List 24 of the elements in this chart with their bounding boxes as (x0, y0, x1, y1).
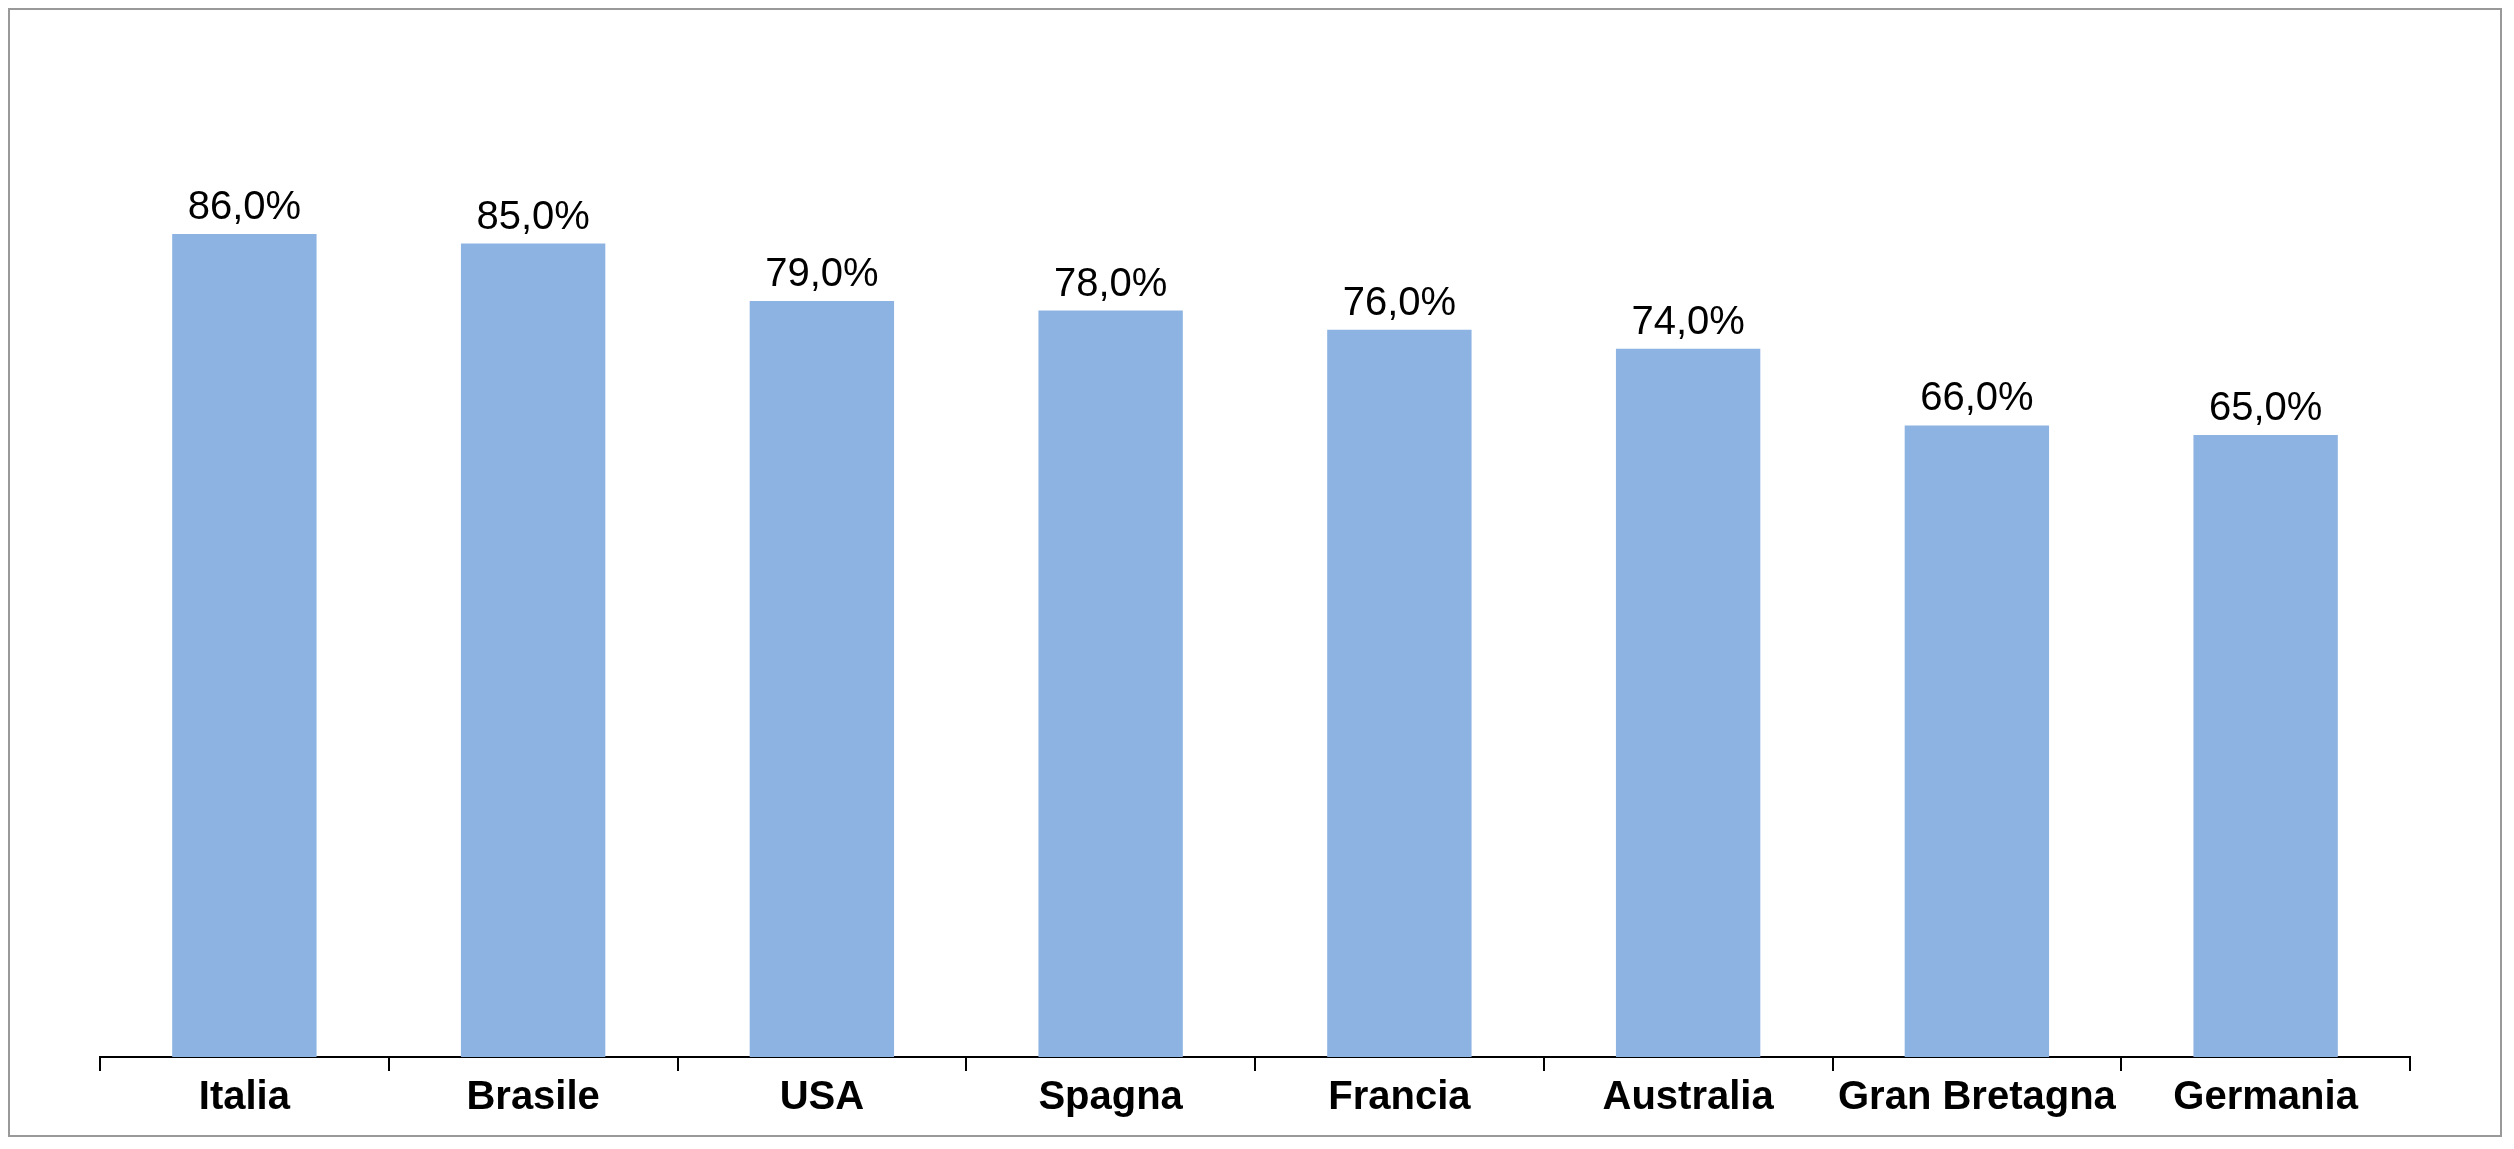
x-tick-label: Germania (2173, 1073, 2359, 1118)
data-label: 65,0% (2208, 383, 2323, 428)
x-tick-label: USA (779, 1073, 865, 1118)
data-label: 74,0% (1631, 297, 1745, 342)
data-label: 78,0% (1053, 259, 1168, 304)
data-label: 85,0% (476, 192, 590, 237)
x-tick-label: Gran Bretagna (1837, 1073, 2117, 1118)
data-label: 66,0% (1920, 374, 2034, 419)
data-label: 86,0% (187, 183, 302, 228)
x-tick-label: Brasile (466, 1073, 600, 1118)
data-label: 79,0% (765, 250, 879, 294)
x-tick-label: Francia (1328, 1073, 1472, 1118)
bar (1615, 348, 1761, 1057)
bar (1038, 310, 1183, 1057)
x-tick-label: Australia (1602, 1073, 1775, 1118)
data-label: 76,0% (1342, 278, 1457, 323)
x-tick-label: Spagna (1038, 1073, 1184, 1118)
x-tick-label: Italia (198, 1073, 291, 1118)
bar (460, 243, 606, 1057)
bar (172, 233, 317, 1057)
bar (2193, 434, 2338, 1057)
bar (1904, 425, 2050, 1057)
bar (749, 300, 895, 1057)
bar (1327, 329, 1472, 1057)
